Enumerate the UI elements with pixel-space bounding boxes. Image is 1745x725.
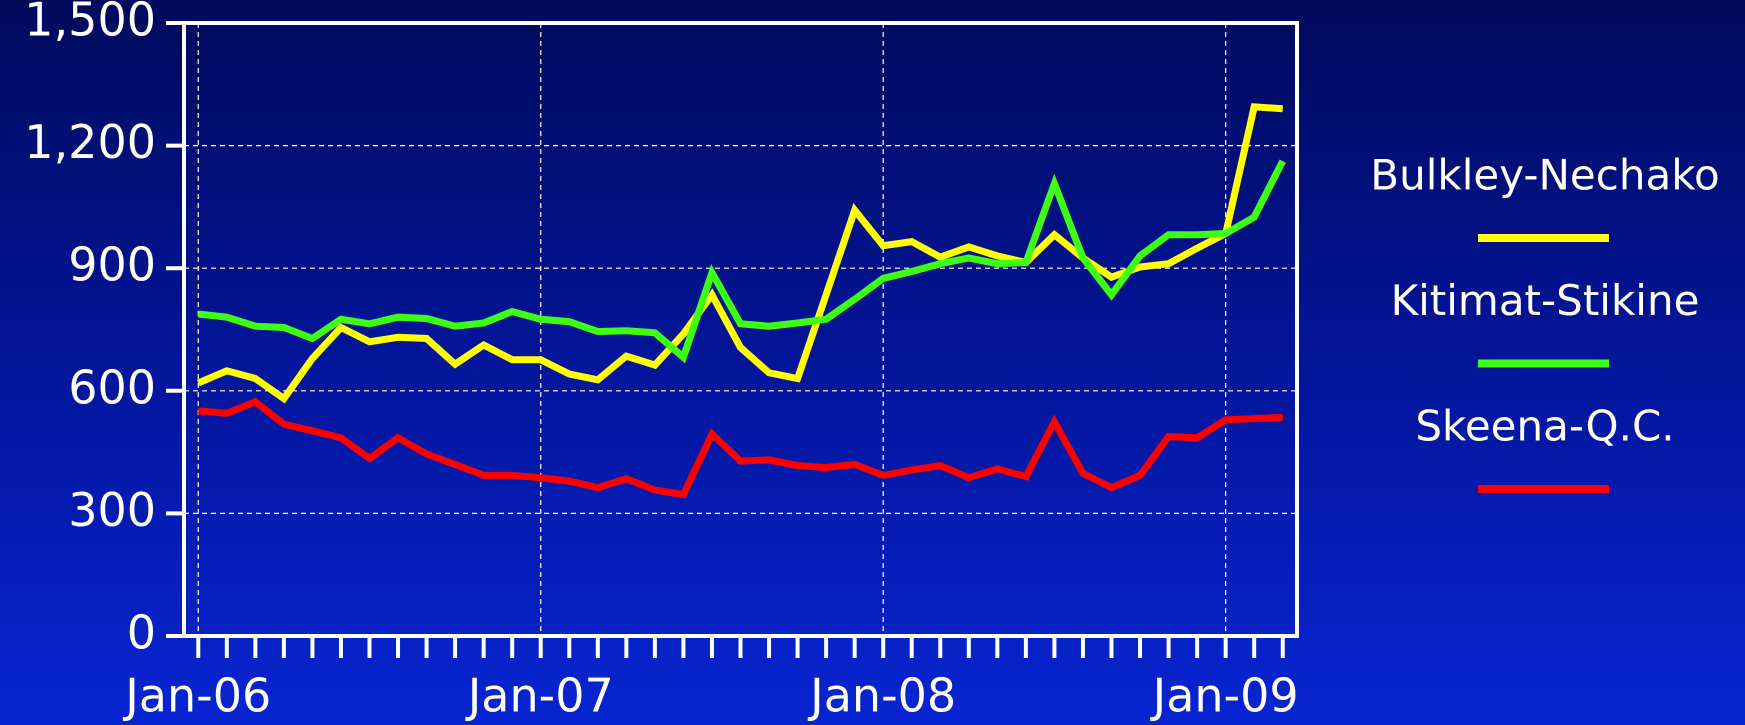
legend-label: Bulkley-Nechako	[1370, 151, 1719, 200]
x-tick-label: Jan-06	[122, 669, 271, 723]
series-line	[196, 103, 1283, 404]
y-tick-label: 1,500	[24, 0, 156, 47]
x-tick-label: Jan-08	[807, 669, 956, 723]
y-tick-label: 900	[68, 238, 156, 292]
y-tick-label: 1,200	[24, 115, 156, 169]
x-tick-label: Jan-07	[465, 669, 614, 723]
plot-frame	[182, 21, 1299, 638]
series-line	[197, 397, 1283, 499]
y-tick-label: 0	[127, 606, 156, 660]
y-tick-label: 600	[68, 360, 156, 414]
legend-label: Kitimat-Stikine	[1391, 276, 1700, 325]
series-line	[197, 159, 1286, 364]
x-tick-label: Jan-09	[1150, 669, 1299, 723]
y-tick-label: 300	[68, 483, 156, 537]
legend-label: Skeena-Q.C.	[1415, 402, 1674, 451]
